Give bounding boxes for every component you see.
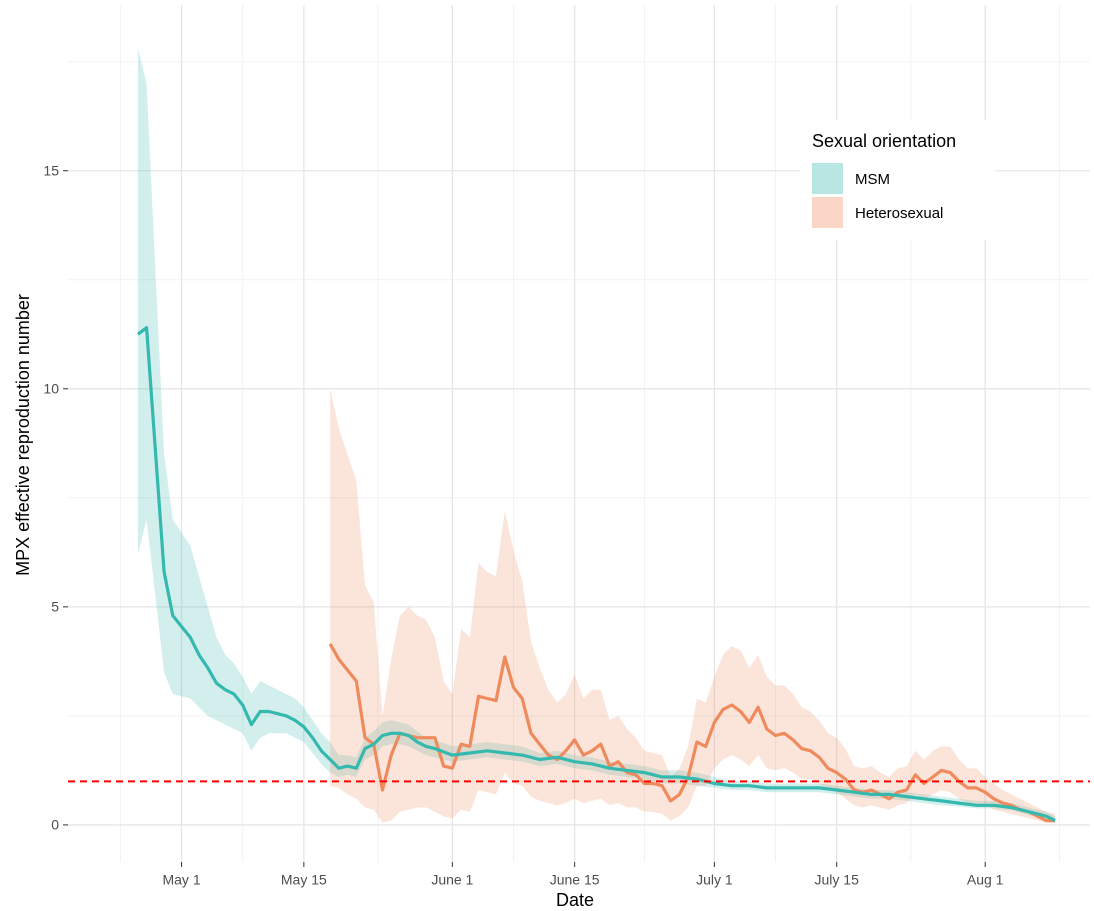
x-tick-label: July 1 — [696, 872, 733, 888]
x-tick-label: May 15 — [281, 872, 327, 888]
series-line — [136, 326, 1056, 823]
y-tick-label: 0 — [51, 817, 59, 833]
legend-key — [812, 197, 843, 228]
y-axis-title: MPX effective reproduction number — [13, 294, 33, 576]
confidence-band — [330, 388, 1056, 823]
y-tick-label: 10 — [43, 380, 59, 396]
x-tick-label: June 15 — [550, 872, 600, 888]
x-axis-title: Date — [556, 890, 594, 910]
legend-background — [800, 120, 995, 240]
x-tick-label: July 15 — [815, 872, 860, 888]
legend-label: MSM — [855, 171, 890, 188]
series-line — [328, 643, 1056, 823]
x-tick-label: May 1 — [162, 872, 200, 888]
legend-label: Heterosexual — [855, 205, 943, 222]
y-tick-label: 15 — [43, 162, 59, 178]
legend-key — [812, 163, 843, 194]
y-tick-label: 5 — [51, 599, 59, 615]
legend-title: Sexual orientation — [812, 131, 956, 151]
x-tick-label: Aug 1 — [967, 872, 1004, 888]
x-tick-label: June 1 — [431, 872, 473, 888]
